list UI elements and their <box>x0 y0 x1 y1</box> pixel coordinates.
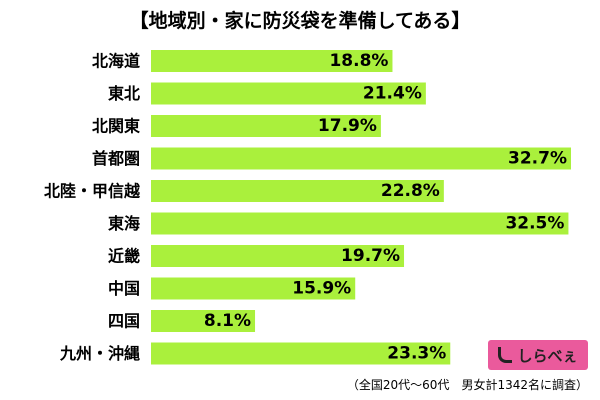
category-label: 北海道 <box>92 52 140 71</box>
bar <box>151 342 451 365</box>
value-label: 32.7% <box>508 149 567 169</box>
value-label: 18.8% <box>329 51 388 71</box>
bar <box>151 212 569 235</box>
bar <box>151 310 256 332</box>
category-label: 北関東 <box>92 117 140 136</box>
value-label: 15.9% <box>292 279 351 299</box>
value-label: 23.3% <box>387 344 446 364</box>
logo-mark-icon <box>498 347 513 363</box>
chart-title: 【地域別・家に防災袋を準備してある】 <box>129 10 471 32</box>
category-label: 北陸・甲信越 <box>44 182 141 201</box>
bar <box>151 245 405 267</box>
category-label: 東海 <box>108 214 140 233</box>
shirabee-logo: しらべぇ <box>488 340 588 370</box>
logo-text: しらべぇ <box>517 346 578 365</box>
bar <box>151 82 426 105</box>
category-label: 首都圏 <box>92 149 140 168</box>
category-label: 中国 <box>108 279 140 298</box>
value-label: 19.7% <box>341 246 400 266</box>
category-label: 四国 <box>108 312 140 331</box>
category-label: 九州・沖縄 <box>59 344 140 363</box>
value-label: 21.4% <box>363 84 422 104</box>
value-label: 22.8% <box>381 181 440 201</box>
category-label: 東北 <box>108 84 140 103</box>
survey-footnote: （全国20代～60代 男女計1342名に調査） <box>346 378 588 392</box>
bar <box>151 115 381 137</box>
bar <box>151 147 571 170</box>
bar <box>151 277 356 300</box>
bar <box>151 50 393 72</box>
value-label: 8.1% <box>204 311 251 331</box>
value-label: 17.9% <box>318 116 377 136</box>
category-label: 近畿 <box>108 247 140 266</box>
bar <box>151 180 444 202</box>
value-label: 32.5% <box>505 214 564 234</box>
